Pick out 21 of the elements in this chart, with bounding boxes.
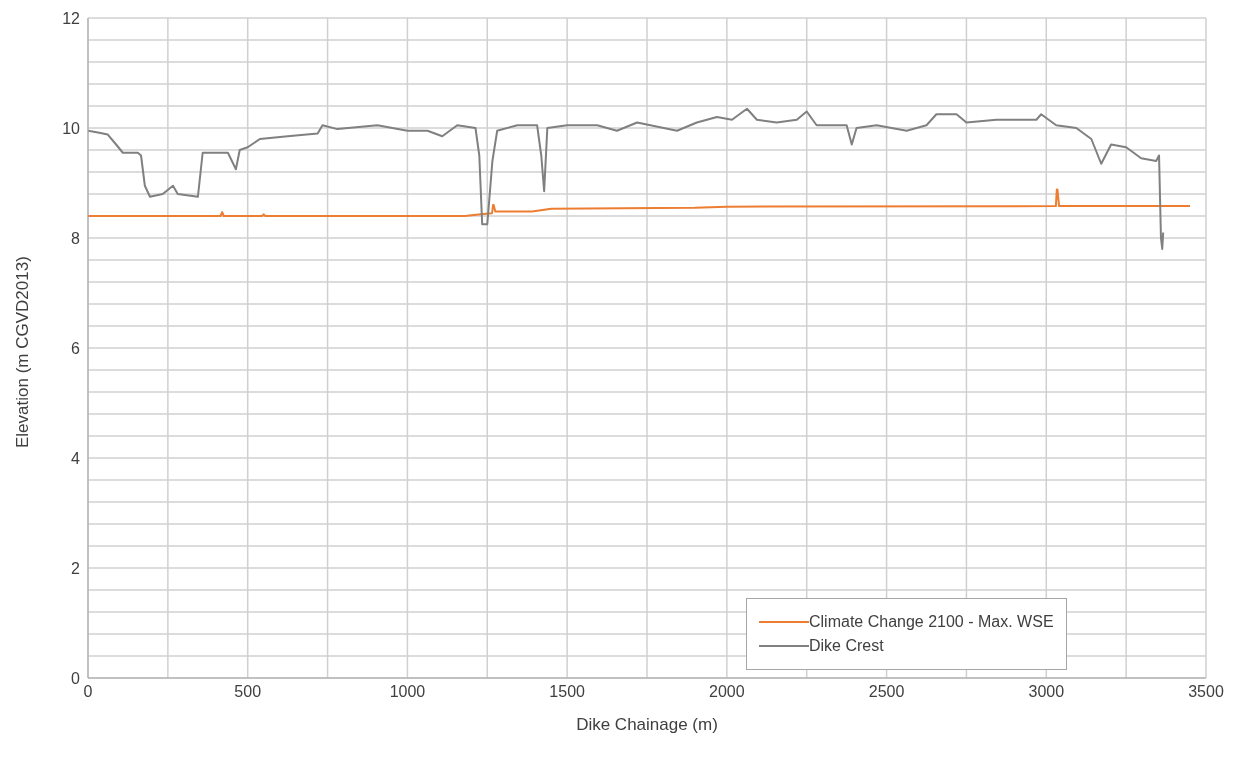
x-tick-label: 3000 — [1028, 683, 1065, 701]
y-tick-label: 2 — [71, 559, 81, 577]
y-tick-label: 4 — [71, 449, 81, 467]
legend-label: Climate Change 2100 - Max. WSE — [809, 613, 1054, 631]
x-tick-label: 0 — [83, 683, 93, 701]
y-axis-title: Elevation (m CGVD2013) — [13, 256, 33, 448]
y-tick-label: 12 — [62, 9, 81, 27]
x-tick-label: 2500 — [868, 683, 905, 701]
x-axis-title: Dike Chainage (m) — [576, 715, 718, 734]
legend-label: Dike Crest — [809, 637, 884, 655]
y-tick-label: 8 — [71, 229, 81, 247]
line-series — [88, 107, 1165, 250]
x-tick-label: 3500 — [1188, 683, 1224, 701]
x-tick-label: 500 — [234, 683, 262, 701]
x-tick-label: 1000 — [389, 683, 426, 701]
x-tick-label: 2000 — [709, 683, 745, 701]
y-tick-label: 10 — [62, 119, 81, 137]
x-tick-label: 1500 — [549, 683, 586, 701]
y-tick-label: 6 — [71, 339, 81, 357]
y-tick-label: 0 — [71, 669, 81, 687]
line-series — [88, 188, 1192, 217]
